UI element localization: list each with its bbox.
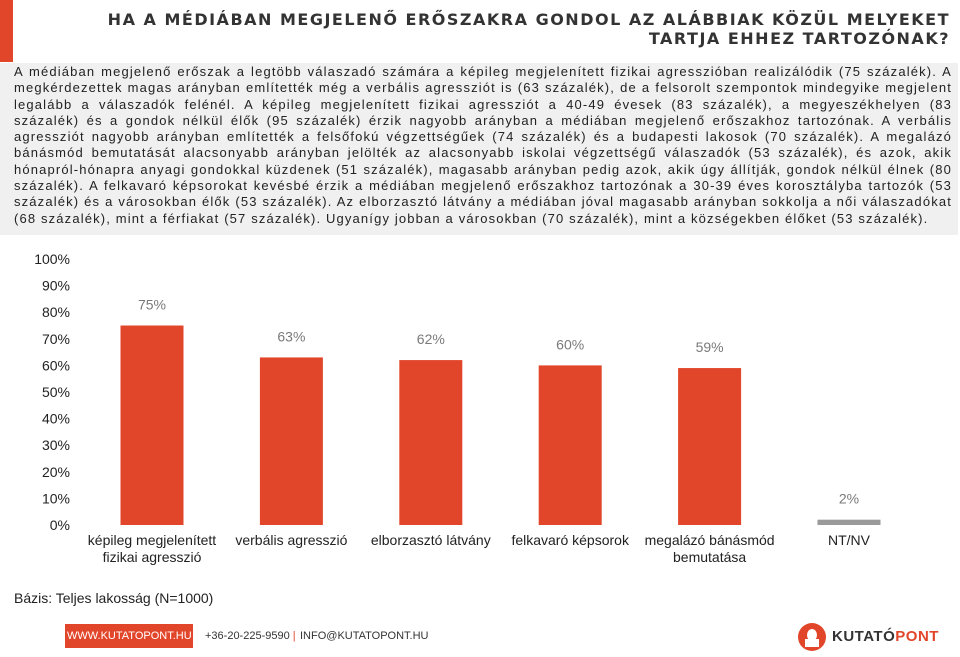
y-tick-label: 0% <box>50 517 70 533</box>
footer-email-link[interactable]: INFO@KUTATOPONT.HU <box>300 630 429 642</box>
chart-bar <box>817 519 881 525</box>
footer-website-link[interactable]: WWW.KUTATOPONT.HU <box>67 630 192 642</box>
y-tick-label: 40% <box>42 411 70 427</box>
footer-phone: +36-20-225-9590 | <box>205 630 296 642</box>
y-tick-label: 90% <box>42 278 70 294</box>
category-label: felkavaró képsorok <box>511 532 630 548</box>
logo-mark-icon <box>798 623 826 651</box>
y-tick-label: 80% <box>42 304 70 320</box>
y-tick-label: 70% <box>42 331 70 347</box>
data-label: 60% <box>556 336 584 352</box>
data-label: 63% <box>277 328 305 344</box>
y-tick-label: 60% <box>42 357 70 373</box>
footer-separator: | <box>292 630 296 642</box>
y-tick-label: 30% <box>42 437 70 453</box>
bar-chart: 0% 10% 20% 30% 40% 50% 60% 70% 80% 90% 100% 75% képi… <box>0 245 960 575</box>
y-tick-label: 20% <box>42 464 70 480</box>
category-label: képileg megjelenített <box>88 532 217 548</box>
data-label: 59% <box>696 339 724 355</box>
category-label: bemutatása <box>673 549 746 565</box>
chart-bar <box>678 368 742 525</box>
chart-bar <box>259 357 323 525</box>
data-label: 2% <box>839 491 859 507</box>
y-tick-label: 10% <box>42 490 70 506</box>
y-tick-label: 50% <box>42 384 70 400</box>
page-title-line-1: HA A MÉDIÁBAN MEGJELENŐ ERŐSZAKRA GONDOL… <box>107 10 950 29</box>
footer-phone-number: +36-20-225-9590 <box>205 630 290 642</box>
kutatopont-logo: KUTATÓPONT <box>798 622 958 654</box>
category-label: NT/NV <box>828 532 871 548</box>
logo-text: KUTATÓPONT <box>832 628 939 645</box>
page-title: HA A MÉDIÁBAN MEGJELENŐ ERŐSZAKRA GONDOL… <box>0 10 950 48</box>
chart-bar <box>538 365 602 525</box>
chart-bar <box>120 325 184 525</box>
logo-text-part2: PONT <box>895 628 939 645</box>
logo-text-part1: KUTATÓ <box>832 628 896 645</box>
category-label: fizikai agresszió <box>103 549 202 565</box>
data-label: 75% <box>138 297 166 313</box>
footer-website-bar <box>65 624 193 648</box>
page-title-line-2: TARTJA EHHEZ TARTOZÓNAK? <box>648 29 950 48</box>
category-label: elborzasztó látvány <box>371 532 491 548</box>
summary-box: A médiában megjelenő erőszak a legtöbb v… <box>0 63 958 235</box>
chart-bar <box>399 360 463 525</box>
header-accent-block <box>0 0 13 62</box>
y-tick-label: 100% <box>34 251 70 267</box>
category-label: verbális agresszió <box>235 532 347 548</box>
category-label: megalázó bánásmód <box>645 532 775 548</box>
data-label: 62% <box>417 331 445 347</box>
summary-text: A médiában megjelenő erőszak a legtöbb v… <box>14 64 952 226</box>
basis-note: Bázis: Teljes lakosság (N=1000) <box>14 590 214 606</box>
bar-chart-svg: 0% 10% 20% 30% 40% 50% 60% 70% 80% 90% 100% 75% képi… <box>34 251 881 565</box>
